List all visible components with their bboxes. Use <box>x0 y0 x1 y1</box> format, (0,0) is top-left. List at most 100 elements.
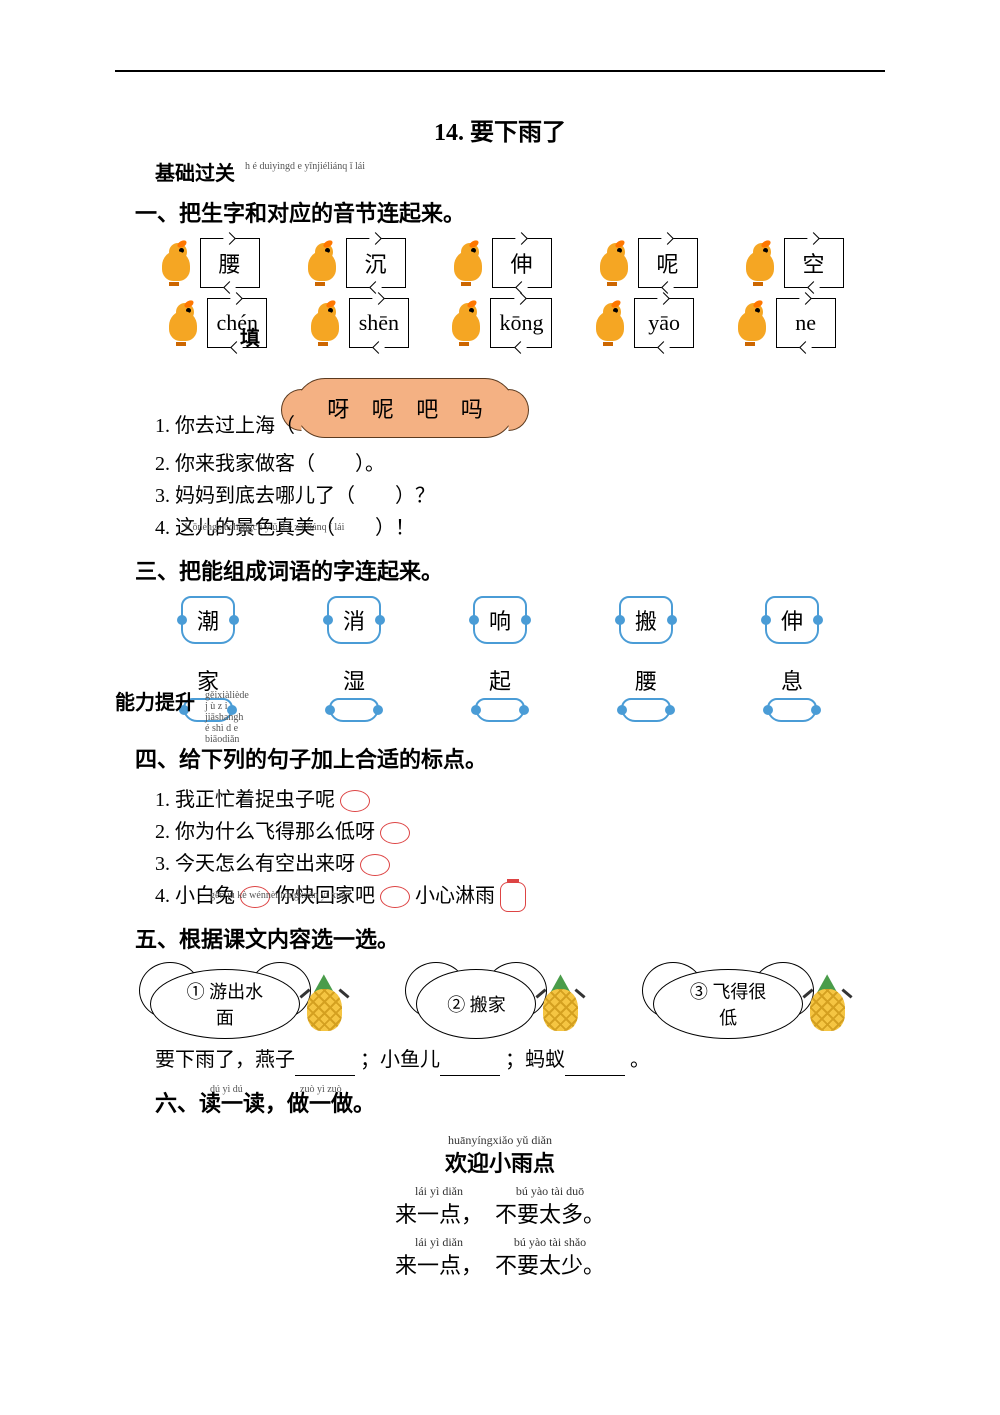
red-lantern-icon <box>500 882 526 912</box>
char-item: kōng <box>447 298 552 348</box>
answer-bubble: ① 游出水面 <box>150 969 300 1039</box>
bubble3b-text: 低 <box>719 1008 737 1028</box>
word-box: 潮 <box>181 596 235 644</box>
bubble1b-text: 面 <box>216 1008 234 1028</box>
pinyin-box: kōng <box>490 298 552 348</box>
duck-icon <box>447 301 487 346</box>
poem-l2a: 来一点， <box>395 1253 483 1278</box>
q5a-text: 要下雨了，燕子 <box>155 1049 295 1071</box>
pinyin-annotation: gēn jù kè wénnèi róngxuǎn yì xuǎn <box>210 888 351 904</box>
duck-icon <box>306 301 346 346</box>
poem: huānyíngxiǎo yǔ diǎn 欢迎小雨点 lái yì diǎn 来… <box>115 1133 885 1280</box>
page-content: 14. 要下雨了 基础过关 h é duìyìngd e yīnjiéliánq… <box>115 70 885 1286</box>
word-char: 湿 <box>343 664 365 696</box>
heading-6: 六、读一读，做一做。 dú yì dú zuò yì zuò <box>155 1086 885 1118</box>
poem-l2b-py: bú yào tài shǎo <box>495 1235 605 1250</box>
question-2-2: 2. 你来我家做客（ ）。 <box>155 448 885 480</box>
duck-icon <box>733 301 773 346</box>
poem-l2b: 不要太少。 <box>495 1253 605 1278</box>
char-item: 腰 <box>157 238 260 288</box>
q4-3-text: 3. 今天怎么有空出来呀 <box>155 853 355 875</box>
pinyin-annotation: gěixiàliède j ù z i jiāshangh é shì d e … <box>205 690 249 745</box>
word-box: 搬 <box>619 596 673 644</box>
cloud-char: 吧 <box>416 392 438 424</box>
char-box: 呢 <box>638 238 698 288</box>
poem-half: lái yì diǎn 来一点， <box>395 1184 483 1229</box>
poem-l1a-py: lái yì diǎn <box>395 1184 483 1199</box>
question-2-3: 3. 妈妈到底去哪儿了（ ）？ <box>155 480 885 512</box>
heading-3: 三、把能组成词语的字连起来。 <box>135 554 885 586</box>
duck-icon <box>164 301 204 346</box>
poem-title: 欢迎小雨点 <box>115 1146 885 1178</box>
question-4-1: 1. 我正忙着捉虫子呢 <box>155 784 885 816</box>
red-blank-icon <box>380 886 410 908</box>
section-nengli-text: 能力提升 <box>115 692 195 714</box>
bubble1-text: ① 游出水 <box>187 982 264 1002</box>
heading-1: 一、把生字和对应的音节连起来。 <box>135 196 885 228</box>
question-4-2: 2. 你为什么飞得那么低呀 <box>155 816 885 848</box>
word-box: 消 <box>327 596 381 644</box>
poem-line-1: lái yì diǎn 来一点， bú yào tài duō 不要太多。 <box>115 1184 885 1229</box>
blue-underline <box>329 698 379 722</box>
poem-l2a-py: lái yì diǎn <box>395 1235 483 1250</box>
char-item: shēn <box>306 298 409 348</box>
fill-blank <box>565 1056 625 1076</box>
fill-blank <box>295 1056 355 1076</box>
duck-icon <box>595 241 635 286</box>
word-row-bot-container: 家 湿 起 腰 息 能力提升 gěixiàliède j ù z i jiāsh… <box>135 664 865 722</box>
question-4-3: 3. 今天怎么有空出来呀 <box>155 848 885 880</box>
q4-2-text: 2. 你为什么飞得那么低呀 <box>155 821 375 843</box>
char-box: 空 <box>784 238 844 288</box>
pinyin-annotation: b ōnéngz ǔchéngc í y ǔ d e z ì liánq ǐ l… <box>185 520 344 536</box>
fill-blank <box>440 1056 500 1076</box>
lesson-title: 14. 要下雨了 <box>115 112 885 147</box>
poem-line-2: lái yì diǎn 来一点， bú yào tài shǎo 不要太少。 <box>115 1235 885 1280</box>
char-item: 空 <box>741 238 844 288</box>
q4-1-text: 1. 我正忙着捉虫子呢 <box>155 789 335 811</box>
word-char: 腰 <box>635 664 657 696</box>
fill-label: 填 <box>240 322 260 351</box>
char-box: 伸 <box>492 238 552 288</box>
pineapple-icon <box>538 974 583 1034</box>
word-char: 起 <box>489 664 511 696</box>
answer-bubble: ③ 飞得很低 <box>653 969 803 1039</box>
blue-underline <box>475 698 525 722</box>
pinyin-box: yāo <box>634 298 694 348</box>
poem-half: lái yì diǎn 来一点， <box>395 1235 483 1280</box>
char-item: ne <box>733 298 836 348</box>
cloud-char: 呢 <box>372 392 394 424</box>
red-blank-icon <box>340 790 370 812</box>
bubble-group: ① 游出水面 <box>150 969 347 1039</box>
duck-icon <box>303 241 343 286</box>
red-blank-icon <box>360 854 390 876</box>
char-item: 伸 <box>449 238 552 288</box>
cloud-char: 吗 <box>461 392 483 424</box>
section-nengli: 能力提升 gěixiàliède j ù z i jiāshangh é shì… <box>115 686 195 715</box>
poem-half: bú yào tài shǎo 不要太少。 <box>495 1235 605 1280</box>
duck-icon <box>591 301 631 346</box>
char-item: 沉 <box>303 238 406 288</box>
duck-icon <box>449 241 489 286</box>
char-row-top: 腰 沉 伸 呢 空 <box>135 238 865 288</box>
section-jichu: 基础过关 h é duìyìngd e yīnjiéliánq ǐ lái <box>155 157 885 186</box>
duck-icon <box>741 241 781 286</box>
char-row-bottom: chén shēn kōng yāo ne 填 <box>145 298 855 368</box>
q4-4c-text: 小心淋雨 <box>415 885 495 907</box>
heading-4: 四、给下列的句子加上合适的标点。 <box>135 742 885 774</box>
question-4-4: 4. 小白兔 你快回家吧 小心淋雨 gēn jù kè wénnèi róngx… <box>155 880 885 912</box>
blue-underline <box>621 698 671 722</box>
poem-l1a: 来一点， <box>395 1202 483 1227</box>
word-box: 伸 <box>765 596 819 644</box>
bubble-group: ③ 飞得很低 <box>653 969 850 1039</box>
question-2-1: 1. 你去过上海（ <box>155 410 295 442</box>
bubble-row: ① 游出水面 ② 搬家 ③ 飞得很低 <box>115 969 885 1039</box>
h6-text: 六、读一读，做一做。 <box>155 1091 375 1116</box>
pinyin-h6a: dú yì dú <box>210 1084 243 1095</box>
pineapple-icon <box>805 974 850 1034</box>
q5d-text: 。 <box>630 1049 650 1071</box>
red-blank-icon <box>380 822 410 844</box>
char-item: 呢 <box>595 238 698 288</box>
q5b-text: ；小鱼儿 <box>360 1049 440 1071</box>
poem-l1b: 不要太多。 <box>495 1202 605 1227</box>
poem-l1b-py: bú yào tài duō <box>495 1184 605 1199</box>
